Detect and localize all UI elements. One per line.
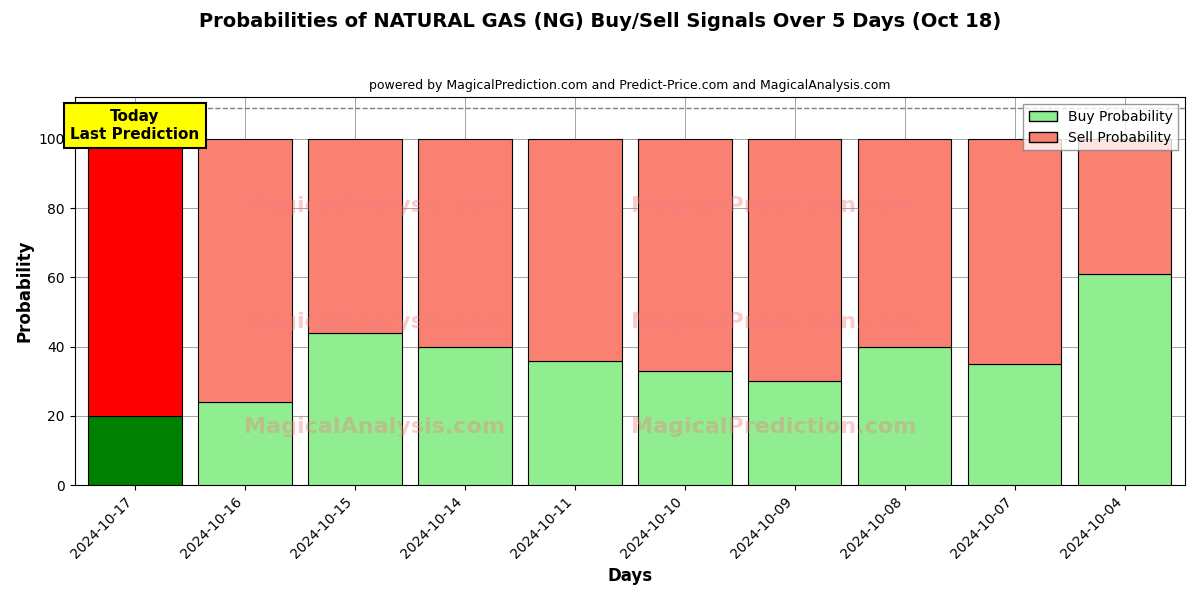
Bar — [89, 416, 182, 485]
Bar — [89, 139, 182, 416]
Bar — [748, 381, 841, 485]
Bar — [968, 139, 1061, 364]
Text: Probabilities of NATURAL GAS (NG) Buy/Sell Signals Over 5 Days (Oct 18): Probabilities of NATURAL GAS (NG) Buy/Se… — [199, 12, 1001, 31]
Bar — [1078, 274, 1171, 485]
Bar — [198, 139, 292, 402]
Text: MagicalAnalysis.com: MagicalAnalysis.com — [244, 312, 505, 332]
Bar — [198, 402, 292, 485]
Bar — [528, 361, 622, 485]
Y-axis label: Probability: Probability — [16, 240, 34, 343]
Bar — [968, 364, 1061, 485]
Text: MagicalPrediction.com: MagicalPrediction.com — [631, 312, 917, 332]
Bar — [1078, 139, 1171, 274]
Bar — [419, 139, 511, 347]
X-axis label: Days: Days — [607, 567, 653, 585]
Text: MagicalPrediction.com: MagicalPrediction.com — [631, 417, 917, 437]
Bar — [638, 139, 732, 371]
Text: MagicalAnalysis.com: MagicalAnalysis.com — [244, 417, 505, 437]
Legend: Buy Probability, Sell Probability: Buy Probability, Sell Probability — [1024, 104, 1178, 151]
Bar — [858, 347, 952, 485]
Text: Today
Last Prediction: Today Last Prediction — [71, 109, 199, 142]
Bar — [308, 333, 402, 485]
Bar — [308, 139, 402, 333]
Title: powered by MagicalPrediction.com and Predict-Price.com and MagicalAnalysis.com: powered by MagicalPrediction.com and Pre… — [370, 79, 890, 92]
Bar — [638, 371, 732, 485]
Bar — [419, 347, 511, 485]
Text: MagicalAnalysis.com: MagicalAnalysis.com — [244, 196, 505, 216]
Bar — [858, 139, 952, 347]
Text: MagicalPrediction.com: MagicalPrediction.com — [631, 196, 917, 216]
Bar — [748, 139, 841, 381]
Bar — [528, 139, 622, 361]
